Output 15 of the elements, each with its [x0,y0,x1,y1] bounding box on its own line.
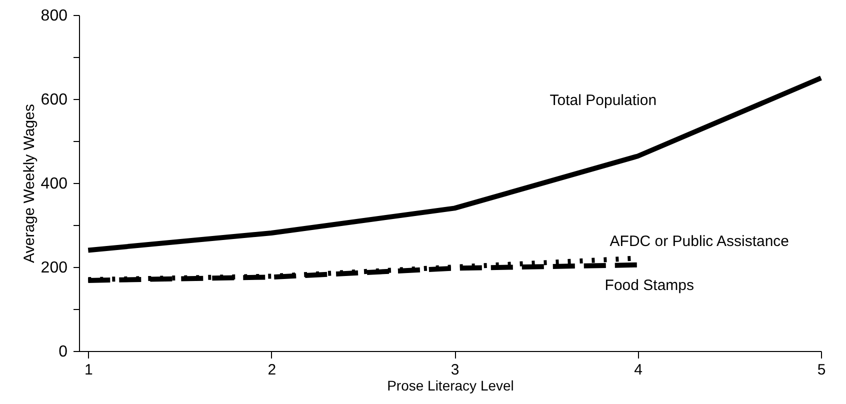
y-tick-label: 0 [58,344,68,360]
x-tick-label: 1 [84,362,93,378]
x-tick-label: 2 [268,362,276,378]
x-tick-label: 5 [817,362,826,378]
series-label: AFDC or Public Assistance [610,233,790,250]
x-tick-label: 4 [634,362,642,378]
y-tick-label: 600 [40,92,68,108]
text: Total Population [550,92,657,110]
series-label: Food Stamps [604,276,694,294]
y-tick-label: 400 [40,176,68,192]
x-axis-title: Prose Literacy Level [387,378,514,394]
y-axis-title: Average Weekly Wages [20,104,38,263]
x-tick-label: 3 [450,362,460,378]
y-tick-label: 200 [40,260,68,276]
y-tick-label: 800 [40,8,68,24]
